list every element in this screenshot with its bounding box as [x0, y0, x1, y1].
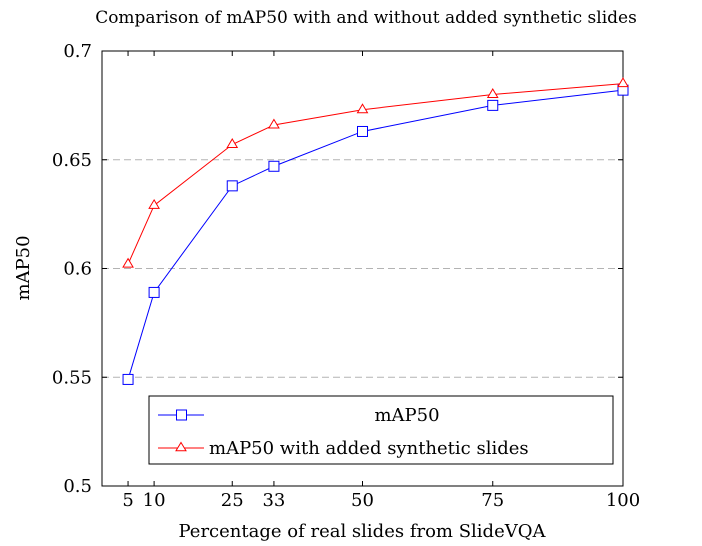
series-line-1 [127, 83, 624, 265]
data-point-square [357, 125, 368, 137]
x-tick-label: 50 [351, 490, 374, 511]
data-point-triangle [268, 118, 280, 129]
data-point-square [148, 286, 160, 298]
legend-sample-synthetic-marker [175, 441, 187, 452]
grid-lines [102, 159, 623, 378]
x-tick-label: 100 [606, 490, 640, 511]
data-point-square [487, 99, 499, 111]
x-axis-ticks: 5 10 25 33 50 75 100 [122, 51, 640, 511]
y-tick-label: 0.55 [52, 367, 92, 388]
data-point-square [226, 180, 238, 192]
y-tick-label: 0.65 [52, 150, 92, 171]
data-point-triangle [148, 198, 160, 209]
legend-frame [148, 395, 614, 465]
legend-label-mAP50: mAP50 [374, 405, 439, 426]
legend-label-synthetic: mAP50 with added synthetic slides [209, 438, 529, 459]
data-point-triangle [617, 77, 629, 88]
y-tick-label: 0.5 [63, 476, 92, 497]
chart-title: Comparison of mAP50 with and without add… [95, 8, 637, 28]
x-tick-label: 5 [122, 490, 133, 511]
data-point-triangle [356, 103, 369, 114]
data-point-triangle [226, 138, 239, 149]
y-tick-label: 0.6 [63, 259, 92, 280]
series-layer [122, 77, 629, 385]
y-axis-label: mAP50 [13, 235, 34, 300]
x-tick-label: 75 [481, 490, 504, 511]
data-point-square [122, 373, 134, 385]
x-tick-label: 33 [262, 490, 285, 511]
data-point-triangle [486, 88, 499, 98]
x-tick-label: 10 [143, 490, 166, 511]
series-line-0 [127, 89, 624, 380]
x-tick-label: 25 [221, 490, 244, 511]
y-tick-label: 0.7 [63, 41, 92, 62]
legend-sample-mAP50-marker [176, 409, 187, 421]
y-axis-ticks: 0.5 0.55 0.6 0.65 0.7 [52, 41, 623, 497]
x-axis-label: Percentage of real slides from SlideVQA [179, 521, 547, 542]
legend: mAP50 mAP50 with added synthetic slides [148, 395, 614, 465]
data-point-triangle [122, 257, 134, 268]
data-point-square [268, 160, 280, 172]
